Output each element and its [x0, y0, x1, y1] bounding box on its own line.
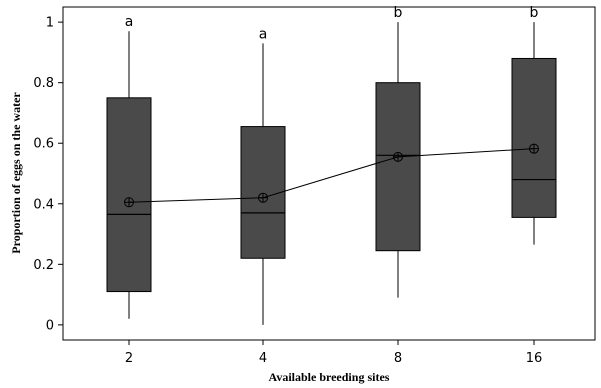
x-tick-label: 4: [259, 351, 267, 366]
x-tick-label: 2: [125, 351, 133, 366]
mean-marker: [529, 143, 539, 154]
mean-connector-line: [128, 148, 535, 203]
x-axis: 2 4 8 16: [125, 340, 542, 366]
box-group: a: [240, 26, 286, 325]
box-iqr: [240, 126, 286, 259]
x-tick-label: 16: [526, 351, 543, 366]
x-tick-label: 8: [394, 351, 402, 366]
significance-letter: b: [530, 5, 539, 21]
y-tick-label: 0: [46, 318, 54, 333]
x-axis-title: Available breeding sites: [269, 370, 390, 384]
boxes-layer: a a b b: [106, 5, 557, 325]
box-iqr: [106, 97, 152, 293]
significance-letter: b: [394, 5, 403, 21]
y-axis-title: Proportion of eggs on the water: [9, 92, 23, 254]
mean-layer: [124, 143, 539, 208]
mean-marker: [124, 197, 134, 208]
y-tick-label: 0.8: [33, 76, 54, 91]
y-axis: 0 0.2 0.4 0.6 0.8 1: [33, 16, 63, 333]
y-tick-label: 0.2: [33, 258, 54, 273]
box-iqr: [511, 57, 557, 218]
significance-letter: a: [259, 26, 268, 42]
box-group: b: [375, 5, 421, 298]
significance-letter: a: [125, 14, 134, 30]
mean-marker: [393, 151, 403, 162]
mean-marker: [258, 192, 268, 203]
box-group: a: [106, 14, 152, 319]
plot-frame: [62, 6, 596, 341]
y-tick-label: 0.4: [33, 197, 54, 212]
box-iqr: [375, 82, 421, 252]
y-tick-label: 0.6: [33, 137, 54, 152]
y-tick-label: 1: [46, 16, 54, 31]
box-group: b: [511, 5, 557, 245]
